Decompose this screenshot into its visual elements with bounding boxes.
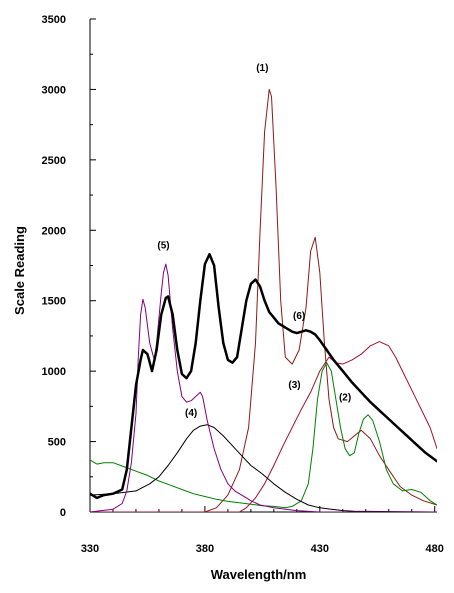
y-tick-label: 2000 <box>42 225 66 237</box>
series-line-1 <box>90 88 437 512</box>
x-tick-label: 430 <box>311 543 329 555</box>
series-line-3 <box>90 341 437 512</box>
series-line-5 <box>90 263 437 512</box>
x-tick-label: 480 <box>426 543 444 555</box>
axes: 0 500 1000 1500 2000 2500 3000 3500 330 380 430 480 <box>42 14 444 555</box>
x-tick-label: 330 <box>81 543 99 555</box>
peak-label: (3) <box>288 380 300 391</box>
y-tick-label: 1000 <box>42 366 66 378</box>
series-line-4 <box>90 424 437 512</box>
x-tick-label: 380 <box>196 543 214 555</box>
x-axis-title: Wavelength/nm <box>211 567 307 582</box>
peak-label: (1) <box>256 63 268 74</box>
peak-label: (5) <box>157 241 169 252</box>
peak-labels: (1) (5) (6) (3) (4) (2) <box>157 63 351 419</box>
peak-label: (2) <box>339 393 351 404</box>
peak-label: (6) <box>293 311 305 322</box>
y-tick-label: 0 <box>60 507 66 519</box>
series-line-6 <box>90 252 437 500</box>
y-tick-label: 1500 <box>42 296 66 308</box>
y-tick-label: 500 <box>48 437 66 449</box>
peak-label: (4) <box>185 408 197 419</box>
series-layer <box>90 88 437 512</box>
series-line-2 <box>90 362 437 509</box>
y-tick-label: 3000 <box>42 84 66 96</box>
y-tick-label: 2500 <box>42 155 66 167</box>
y-axis-title: Scale Reading <box>12 226 27 315</box>
y-tick-label: 3500 <box>42 14 66 26</box>
